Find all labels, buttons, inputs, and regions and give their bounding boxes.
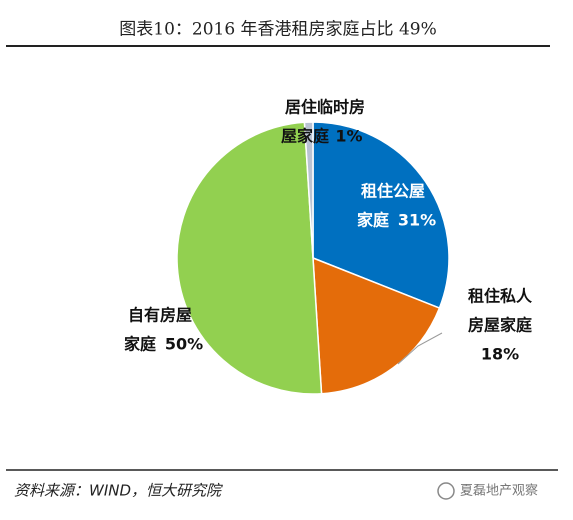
watermark: 夏磊地产观察 (460, 484, 538, 499)
pie-slice (312, 256, 441, 395)
watermark-icon (437, 482, 455, 500)
slice-label: 家庭 (124, 335, 156, 354)
slice-label: 家庭 (357, 211, 389, 230)
slice-label: 自有房屋 (128, 306, 192, 325)
value-label: 31% (398, 211, 436, 230)
slice-label: 房屋家庭 (468, 316, 532, 335)
pie-slice (303, 121, 314, 259)
chart-title: 图表10：2016 年香港租房家庭占比 49% (119, 20, 437, 40)
value-label: 1% (335, 127, 362, 146)
value-label: 18% (481, 345, 519, 364)
pie-slice (176, 121, 323, 395)
slice-label: 租住私人 (468, 287, 533, 306)
slice-label: 居住临时房 (285, 98, 365, 117)
slice-label: 租住公屋 (361, 182, 425, 201)
slice-label: 屋家庭 (281, 127, 329, 146)
source-note: 资料来源：WIND，恒大研究院 (14, 482, 223, 500)
pie-slice (312, 121, 450, 310)
leader-line (397, 332, 443, 365)
value-label: 50% (165, 335, 203, 354)
